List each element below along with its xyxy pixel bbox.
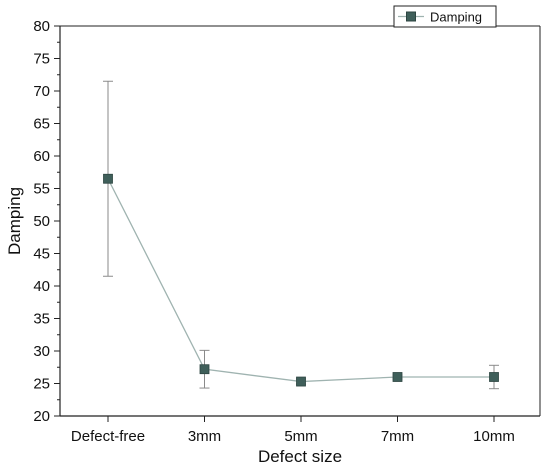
legend: Damping <box>393 5 497 28</box>
x-tick-label: Defect-free <box>71 428 145 445</box>
y-axis: 20 25 30 35 40 45 50 55 60 65 70 75 80 <box>33 18 60 425</box>
x-tick-label: 5mm <box>284 428 317 445</box>
data-point <box>392 372 403 382</box>
x-tick-label: 7mm <box>381 428 414 445</box>
y-tick-label: 40 <box>33 278 50 295</box>
y-tick-label: 45 <box>33 246 50 263</box>
plot-frame <box>59 25 541 417</box>
x-tick-label: 3mm <box>188 428 221 445</box>
y-tick-label: 70 <box>33 83 50 100</box>
y-tick-label: 75 <box>33 51 50 68</box>
legend-box <box>393 5 497 28</box>
data-point <box>103 173 113 184</box>
data-point <box>296 376 306 387</box>
y-tick-label: 20 <box>33 408 50 425</box>
y-tick-label: 35 <box>33 311 50 328</box>
series-line <box>107 178 494 383</box>
legend-label: Damping <box>430 10 482 25</box>
x-axis-title: Defect size <box>258 447 342 466</box>
legend-marker <box>406 11 416 22</box>
x-tick-label: 10mm <box>473 428 515 445</box>
data-point <box>199 364 210 375</box>
y-tick-label: 60 <box>33 148 50 165</box>
data-point <box>489 372 499 382</box>
y-axis-title: Damping <box>5 187 24 255</box>
y-tick-label: 80 <box>33 18 50 35</box>
x-axis: Defect-free 3mm 5mm 7mm 10mm <box>71 416 515 445</box>
y-tick-label: 50 <box>33 213 50 230</box>
y-tick-label: 65 <box>33 116 50 133</box>
series-layer <box>103 80 499 390</box>
y-tick-label: 55 <box>33 181 50 198</box>
y-tick-label: 30 <box>33 343 50 360</box>
y-tick-label: 25 <box>33 376 50 393</box>
